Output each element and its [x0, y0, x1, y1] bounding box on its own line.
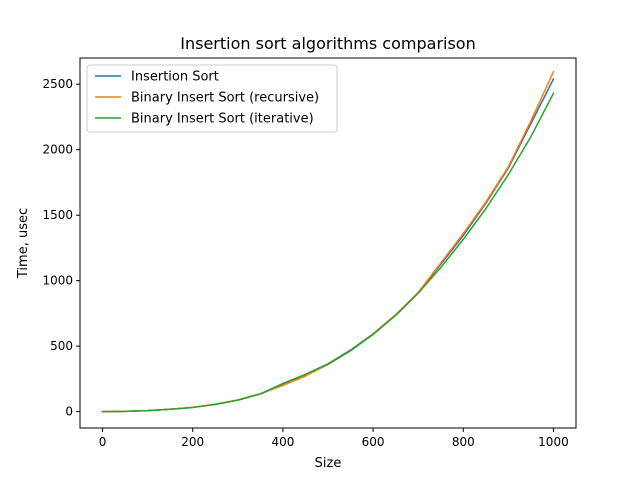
y-tick-label: 2500: [42, 77, 73, 91]
axes: 0 200 400 600 800 1000 0 500 1000 1500 2000 2500: [42, 77, 568, 449]
plot-frame: [79, 57, 577, 429]
y-tick-label: 2000: [42, 143, 73, 157]
x-tick-label: 400: [271, 435, 294, 449]
x-tick-label: 800: [452, 435, 475, 449]
legend-label-1: Insertion Sort: [131, 70, 219, 85]
legend-box: [86, 64, 338, 133]
y-tick-label: 1500: [42, 208, 73, 222]
plot-lines: [101, 70, 555, 413]
x-tick-label: 1000: [538, 435, 569, 449]
y-axis-label: Time, usec: [16, 208, 31, 279]
legend: Insertion Sort Binary Insert Sort (recurs…: [86, 64, 338, 133]
legend-label-3: Binary Insert Sort (iterative): [131, 112, 314, 127]
x-tick-label: 200: [181, 435, 204, 449]
chart-title: Insertion sort algorithms comparison: [180, 34, 475, 53]
y-tick-label: 1000: [42, 274, 73, 288]
x-axis-label: Size: [315, 456, 342, 471]
legend-label-2: Binary Insert Sort (recursive): [131, 91, 319, 106]
y-tick-label: 500: [50, 339, 73, 353]
series-line-3: [101, 92, 555, 413]
x-tick-label: 600: [362, 435, 385, 449]
y-tick-label: 0: [65, 405, 73, 419]
x-tick-label: 0: [99, 435, 107, 449]
